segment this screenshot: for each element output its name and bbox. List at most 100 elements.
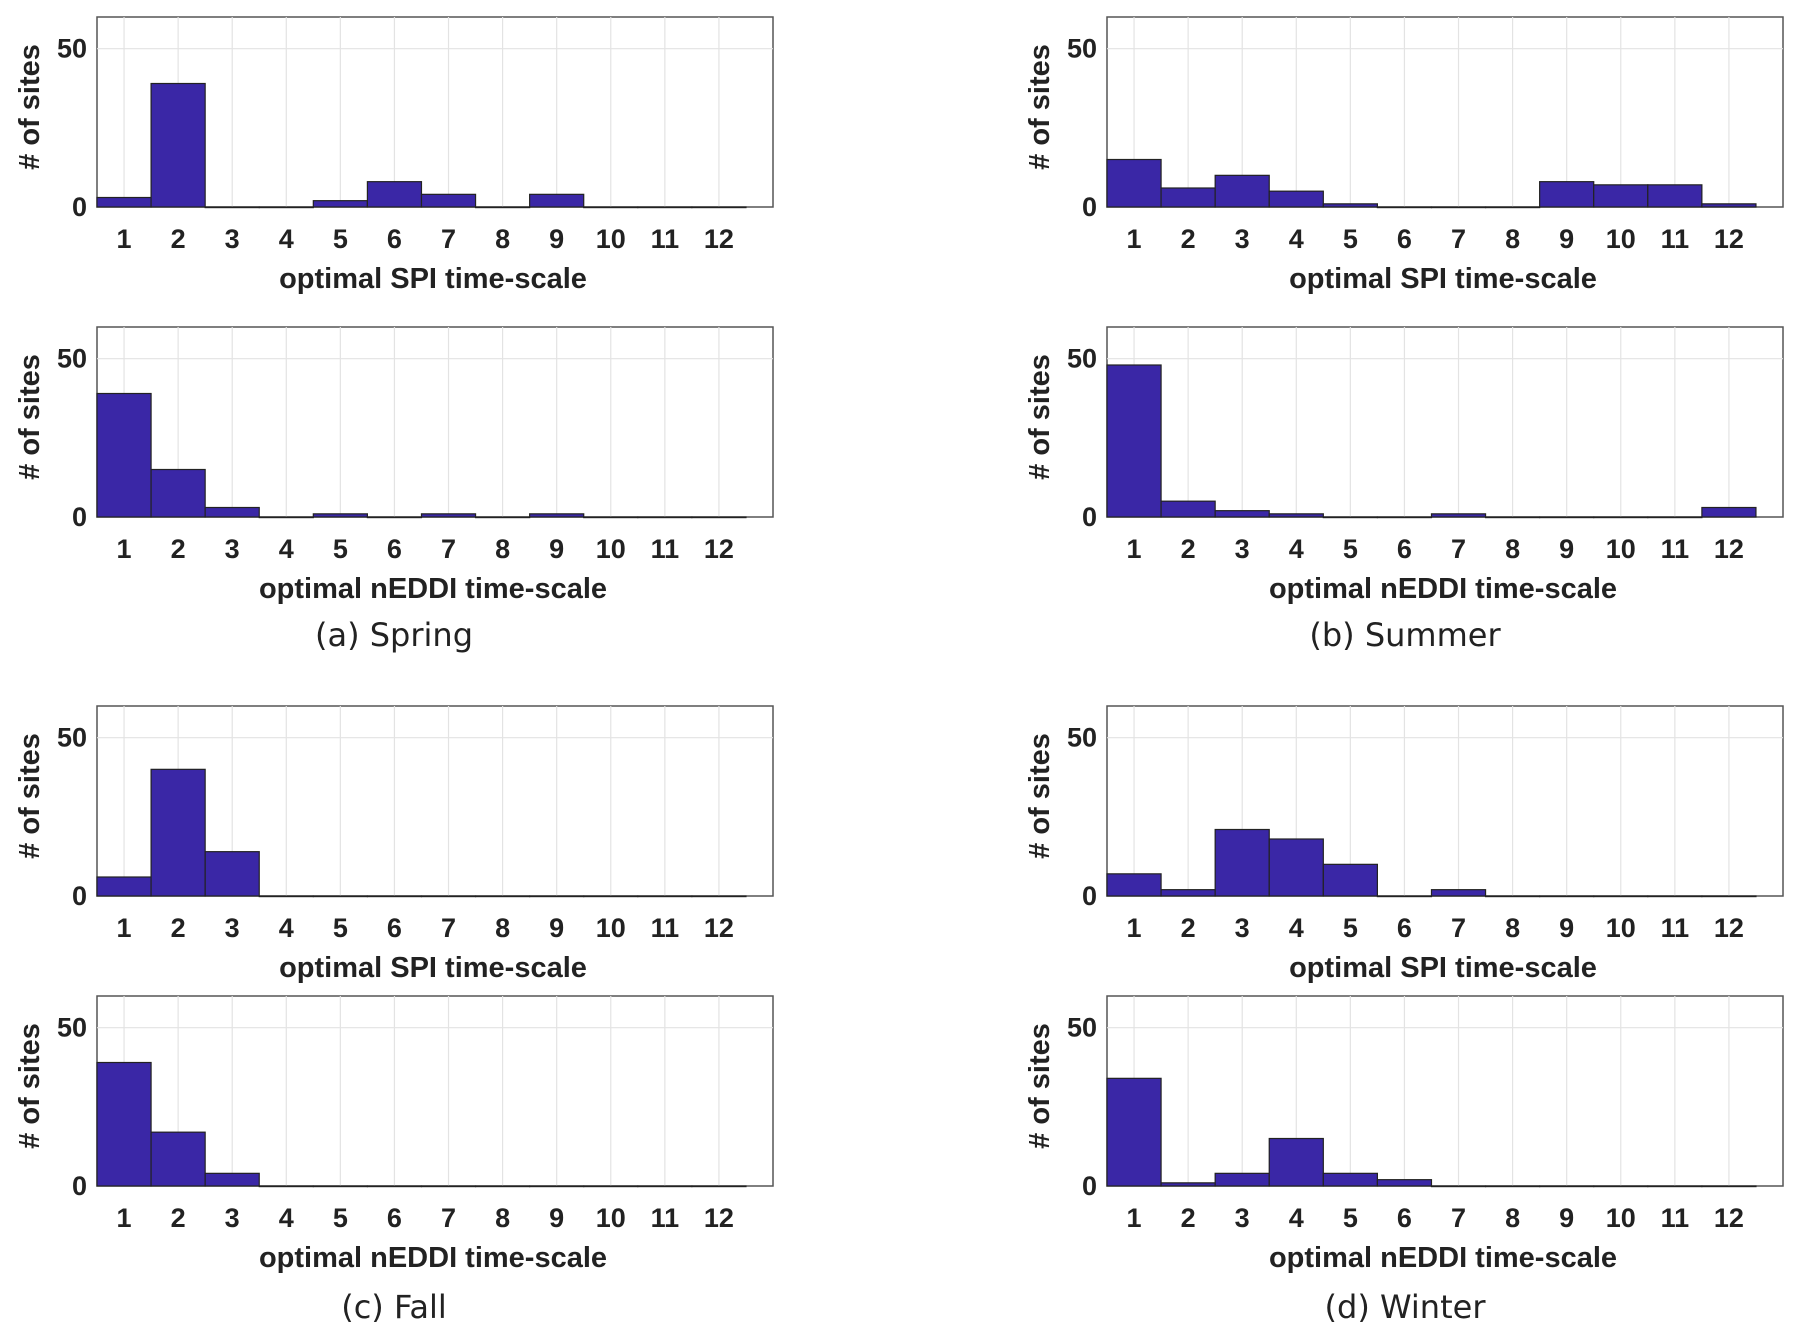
- x-tick-label: 9: [1559, 224, 1574, 254]
- y-axis-label: # of sites: [1024, 733, 1056, 859]
- x-tick-label: 4: [279, 224, 294, 254]
- x-tick-label: 12: [704, 1203, 734, 1233]
- x-tick-label: 7: [1451, 913, 1466, 943]
- bar-2: [150, 468, 206, 518]
- x-tick-label: 9: [549, 1203, 564, 1233]
- x-tick-label: 2: [1181, 1203, 1196, 1233]
- x-axis-label: optimal nEDDI time-scale: [1269, 1242, 1617, 1274]
- x-tick-label: 10: [596, 1203, 626, 1233]
- bar-3: [1214, 510, 1270, 518]
- x-tick-label: 1: [117, 1203, 132, 1233]
- bar-9: [1539, 895, 1595, 898]
- bar-12: [691, 1185, 747, 1188]
- x-tick-label: 7: [1451, 224, 1466, 254]
- bar-6: [366, 516, 423, 519]
- bar-3: [1214, 1172, 1270, 1187]
- bar-5: [312, 513, 369, 518]
- x-tick-label: 6: [387, 1203, 402, 1233]
- x-tick-label: 5: [333, 913, 348, 943]
- x-tick-label: 6: [387, 913, 402, 943]
- x-tick-label: 6: [387, 534, 402, 564]
- x-tick-label: 3: [225, 224, 240, 254]
- bar-10: [1593, 895, 1649, 898]
- bar-8: [474, 206, 531, 209]
- x-tick-label: 2: [171, 224, 186, 254]
- x-tick-label: 2: [1181, 534, 1196, 564]
- x-axis-label: optimal SPI time-scale: [1289, 952, 1597, 984]
- x-tick-label: 10: [596, 224, 626, 254]
- x-tick-label: 11: [651, 534, 680, 564]
- bar-9: [529, 895, 585, 898]
- x-tick-label: 7: [441, 913, 456, 943]
- x-tick-label: 4: [1289, 913, 1304, 943]
- bar-1: [96, 876, 152, 897]
- bar-10: [583, 895, 639, 898]
- bar-7: [1430, 513, 1487, 518]
- x-tick-label: 8: [1505, 534, 1520, 564]
- x-tick-label: 3: [1235, 913, 1250, 943]
- x-tick-label: 10: [1606, 1203, 1636, 1233]
- x-tick-label: 11: [1661, 913, 1690, 943]
- bar-7: [420, 895, 477, 898]
- x-tick-label: 9: [1559, 1203, 1574, 1233]
- x-tick-label: 5: [333, 1203, 348, 1233]
- bar-7: [1430, 206, 1487, 209]
- bar-12: [1701, 506, 1757, 518]
- x-tick-label: 6: [1397, 913, 1412, 943]
- bar-1: [96, 196, 152, 208]
- y-tick-label: 0: [72, 192, 87, 222]
- bar-8: [1484, 1185, 1541, 1188]
- bar-4: [1268, 513, 1324, 518]
- bar-2: [1160, 500, 1216, 518]
- bar-2: [1160, 1182, 1216, 1187]
- bar-3: [204, 506, 260, 518]
- bar-2: [150, 82, 206, 208]
- x-tick-label: 3: [225, 913, 240, 943]
- x-tick-label: 9: [549, 913, 564, 943]
- bar-5: [1322, 863, 1378, 897]
- x-axis-label: optimal SPI time-scale: [1289, 263, 1597, 295]
- caption-a: (a) Spring: [315, 616, 473, 654]
- x-tick-label: 8: [1505, 913, 1520, 943]
- y-axis-label: # of sites: [14, 733, 46, 859]
- caption-b: (b) Summer: [1309, 616, 1501, 654]
- bar-5: [312, 200, 369, 208]
- x-tick-label: 10: [1606, 224, 1636, 254]
- bar-1: [1106, 873, 1162, 897]
- x-tick-label: 12: [1714, 224, 1744, 254]
- x-tick-label: 5: [1343, 913, 1358, 943]
- x-tick-label: 4: [1289, 1203, 1304, 1233]
- bar-11: [637, 1185, 693, 1188]
- x-tick-label: 5: [333, 224, 348, 254]
- bar-8: [1484, 206, 1541, 209]
- x-tick-label: 2: [171, 1203, 186, 1233]
- x-tick-label: 12: [1714, 534, 1744, 564]
- bar-6: [1376, 206, 1433, 209]
- y-tick-label: 50: [57, 344, 87, 374]
- bar-7: [420, 513, 477, 518]
- bar-6: [366, 181, 423, 208]
- y-tick-label: 50: [1067, 34, 1097, 64]
- x-tick-label: 4: [279, 534, 294, 564]
- bar-3: [204, 206, 260, 209]
- x-tick-label: 3: [1235, 534, 1250, 564]
- caption-d: (d) Winter: [1325, 1288, 1487, 1326]
- y-axis-label: # of sites: [1024, 354, 1056, 480]
- x-tick-label: 10: [1606, 534, 1636, 564]
- bar-2: [1160, 187, 1216, 208]
- y-tick-label: 50: [1067, 1013, 1097, 1043]
- x-tick-label: 5: [1343, 1203, 1358, 1233]
- bar-9: [1539, 516, 1595, 519]
- x-tick-label: 9: [549, 224, 564, 254]
- bar-5: [1322, 203, 1378, 208]
- x-tick-label: 1: [117, 224, 132, 254]
- bar-11: [637, 516, 693, 519]
- x-tick-label: 3: [225, 534, 240, 564]
- x-tick-label: 8: [495, 913, 510, 943]
- bar-3: [204, 1172, 260, 1187]
- y-axis-label: # of sites: [1024, 44, 1056, 170]
- bar-1: [96, 1061, 152, 1187]
